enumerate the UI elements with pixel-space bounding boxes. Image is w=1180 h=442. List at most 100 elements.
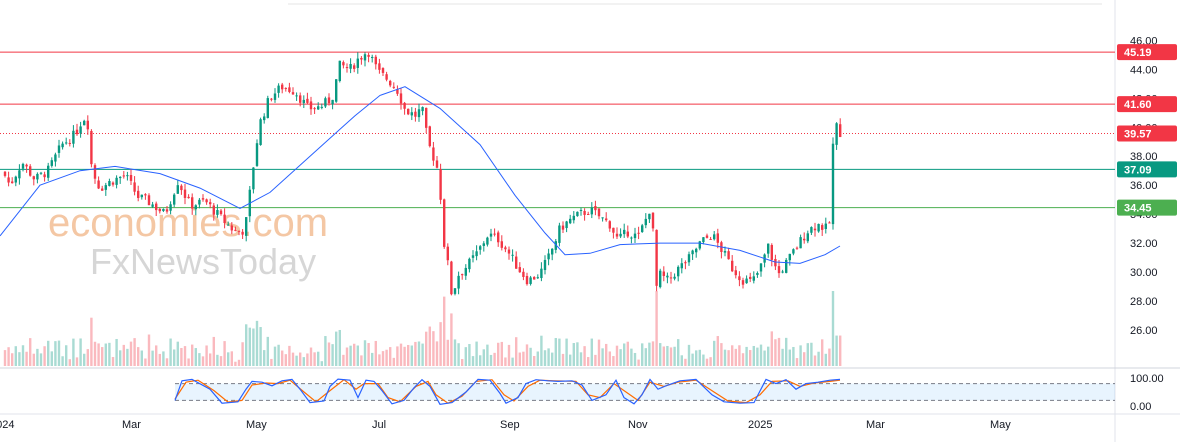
price-tick-label: 26.00 xyxy=(1130,325,1158,337)
volume-bar xyxy=(651,341,655,366)
volume-bar xyxy=(32,353,35,366)
candle-body xyxy=(619,233,622,237)
candle-body xyxy=(594,206,597,211)
price-tick-label: 36.00 xyxy=(1130,180,1158,192)
volume-bar xyxy=(803,352,806,366)
candle-body xyxy=(86,120,89,130)
candle-body xyxy=(475,251,478,257)
candle-body xyxy=(162,208,165,211)
candle-body xyxy=(338,60,341,81)
candle-body xyxy=(277,85,280,93)
candle-body xyxy=(579,209,583,211)
candle-body xyxy=(57,145,61,153)
candle-body xyxy=(828,222,831,224)
moving-average-line xyxy=(0,86,841,264)
candle-body xyxy=(176,185,179,194)
candle-body xyxy=(504,247,507,250)
candle-body xyxy=(651,212,655,229)
candle-body xyxy=(155,203,158,211)
candle-body xyxy=(608,221,611,229)
candle-body xyxy=(313,108,316,110)
price-tick-label: 32.00 xyxy=(1130,238,1158,250)
volume-bar xyxy=(479,355,482,366)
candle-body xyxy=(839,124,842,138)
candle-body xyxy=(378,63,381,70)
volume-bar xyxy=(104,343,107,366)
volume-bar xyxy=(443,296,446,366)
volume-bar xyxy=(75,357,79,366)
volume-bar xyxy=(695,350,698,366)
candle-body xyxy=(497,232,500,243)
candle-body xyxy=(738,276,741,281)
candle-body xyxy=(770,245,773,260)
volume-bar xyxy=(3,350,7,366)
candle-body xyxy=(241,231,244,235)
volume-bar xyxy=(57,340,61,366)
candle-body xyxy=(489,233,493,237)
candlesticks xyxy=(3,52,842,296)
candle-body xyxy=(677,266,680,277)
candle-body xyxy=(633,233,637,239)
volume-bar xyxy=(83,353,86,366)
candle-body xyxy=(25,164,28,167)
volume-bar xyxy=(752,345,755,366)
candle-body xyxy=(749,276,752,279)
level-tag xyxy=(1117,161,1177,178)
volume-bar xyxy=(147,334,151,366)
volume-bar xyxy=(709,357,712,366)
volume-bar xyxy=(183,346,187,366)
candle-body xyxy=(461,274,464,276)
level-tag xyxy=(1117,199,1177,216)
volume-bar xyxy=(839,335,842,366)
volume-bar xyxy=(432,331,435,366)
candle-body xyxy=(817,223,820,232)
watermark-line-1: economies.com xyxy=(48,201,328,245)
volume-bar xyxy=(313,352,316,366)
volume-bar xyxy=(551,352,554,366)
time-axis: 2024 Mar May Jul Sep Nov 2025 Mar May xyxy=(0,419,1011,431)
volume-bar xyxy=(245,324,248,366)
candle-body xyxy=(295,95,298,97)
volume-bar xyxy=(252,328,255,366)
volume-bar xyxy=(497,342,500,366)
candle-body xyxy=(727,251,730,260)
candle-body xyxy=(291,92,295,95)
horizontal-levels xyxy=(0,51,1115,209)
candle-body xyxy=(637,232,640,234)
volume-bar xyxy=(615,345,619,366)
candle-body xyxy=(158,208,161,212)
candle-body xyxy=(331,99,334,105)
volume-bar xyxy=(637,359,640,366)
candle-body xyxy=(234,229,237,231)
candle-body xyxy=(781,271,784,273)
volume-bar xyxy=(817,351,820,366)
volume-bar xyxy=(29,338,32,366)
candle-body xyxy=(11,181,14,184)
volume-bar xyxy=(590,338,593,366)
candle-body xyxy=(774,258,777,267)
level-tag-label: 37.09 xyxy=(1124,164,1152,176)
volume-bar xyxy=(284,354,287,366)
stochastic-d-line xyxy=(174,378,841,404)
candle-body xyxy=(205,199,208,203)
volume-bar xyxy=(641,343,644,366)
volume-bar xyxy=(335,331,338,366)
candle-body xyxy=(381,68,385,73)
volume-bar xyxy=(777,337,781,366)
candle-body xyxy=(576,211,579,217)
volume-bar xyxy=(187,358,190,366)
volume-bar xyxy=(266,336,269,366)
candle-body xyxy=(97,180,100,189)
volume-bar xyxy=(655,291,658,366)
time-tick-label: Nov xyxy=(628,419,648,431)
volume-bar xyxy=(25,351,28,366)
price-tick-label: 38.00 xyxy=(1130,151,1158,163)
volume-bar xyxy=(619,349,622,366)
candle-body xyxy=(698,241,701,249)
candle-body xyxy=(75,129,79,135)
candle-body xyxy=(507,249,511,254)
volume-bar xyxy=(273,346,277,366)
candle-body xyxy=(147,195,151,206)
candle-body xyxy=(558,225,561,243)
